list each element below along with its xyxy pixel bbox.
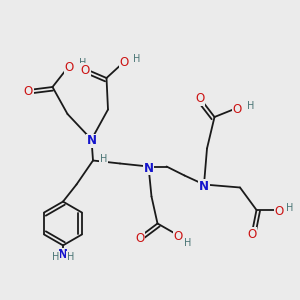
Text: O: O: [24, 85, 33, 98]
Text: H: H: [52, 252, 59, 262]
Text: O: O: [232, 103, 242, 116]
Text: H: H: [79, 58, 86, 68]
Text: N: N: [86, 134, 97, 148]
Text: O: O: [64, 61, 74, 74]
Text: H: H: [133, 54, 140, 64]
Text: O: O: [135, 232, 144, 245]
Text: H: H: [286, 203, 293, 213]
Text: N: N: [143, 161, 154, 175]
Text: H: H: [100, 154, 107, 164]
Text: N: N: [199, 179, 209, 193]
Text: O: O: [248, 227, 256, 241]
Text: H: H: [247, 101, 254, 111]
Text: O: O: [120, 56, 129, 70]
Text: O: O: [195, 92, 204, 106]
Text: O: O: [174, 230, 183, 244]
Text: H: H: [67, 252, 74, 262]
Text: H: H: [184, 238, 191, 248]
Text: O: O: [81, 64, 90, 77]
Text: O: O: [274, 205, 284, 218]
Text: N: N: [58, 248, 68, 262]
